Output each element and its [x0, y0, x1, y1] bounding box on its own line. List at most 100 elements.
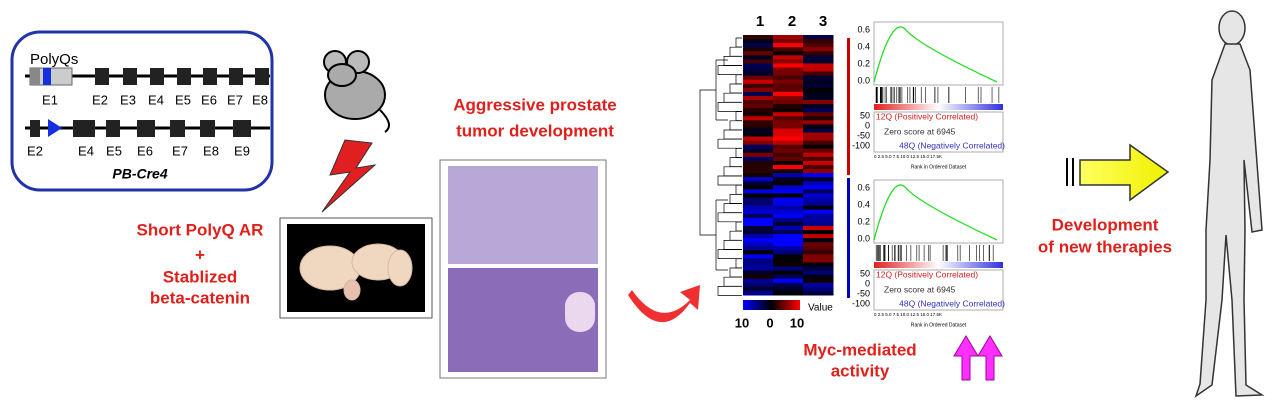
- heatmap-cell: [803, 213, 834, 219]
- heatmap-cell: [743, 144, 774, 150]
- heatmap-cell: [803, 83, 834, 89]
- x-tick-labels: 0 2.5 5.0 7.5 10.0 12.5 15.0 17.5K: [874, 312, 942, 317]
- heatmap-cell: [773, 282, 804, 288]
- heatmap-cell: [773, 63, 804, 68]
- legend-tick: 0: [766, 315, 773, 330]
- heatmap-cell: [773, 140, 804, 146]
- heatmap-cell: [743, 205, 774, 211]
- heatmap-cell: [773, 213, 804, 219]
- histology-lumen: [565, 292, 595, 332]
- heatmap-cell: [773, 254, 804, 259]
- exon-label: E3: [120, 92, 136, 107]
- heatmap-cell: [743, 108, 774, 113]
- heatmap-cell: [743, 193, 774, 198]
- neg-label: 48Q (Negatively Correlated): [899, 140, 1005, 150]
- heatmap-cell: [773, 290, 804, 296]
- dendro-branch: [735, 258, 742, 269]
- heatmap-cell: [773, 100, 804, 105]
- hit-marks: [875, 87, 1000, 103]
- exon-label: E6: [137, 143, 153, 158]
- heatmap-cell: [773, 217, 804, 223]
- heatmap-cell: [803, 189, 834, 194]
- dendro-branch: [717, 102, 742, 112]
- heatmap-cell: [773, 67, 804, 73]
- heatmap-cell: [743, 225, 774, 231]
- heatmap-cell: [743, 51, 774, 56]
- heatmap-cell: [773, 177, 804, 182]
- heatmap-cell: [773, 83, 804, 89]
- heatmap-cell: [773, 55, 804, 60]
- exon-label: E4: [148, 92, 164, 107]
- exon: [95, 68, 109, 85]
- plot-frame: [873, 269, 1004, 311]
- column-label: 1: [756, 13, 764, 30]
- dendro-branch: [729, 83, 742, 94]
- histology: [448, 166, 598, 264]
- heatmap-cell: [743, 63, 774, 68]
- heatmap-cell: [743, 152, 774, 158]
- pos-label: 12Q (Positively Correlated): [876, 269, 978, 279]
- exon-label: E2: [27, 143, 43, 158]
- heatmap-cell: [803, 225, 834, 231]
- heatmap-cell: [803, 234, 834, 239]
- heatmap-cell: [773, 274, 804, 280]
- heatmap-cell: [803, 156, 834, 162]
- dendro-branch: [729, 194, 742, 204]
- heatmap-cell: [803, 75, 834, 81]
- x-axis-label: Rank in Ordered Dataset: [911, 164, 967, 170]
- heatmap-cell: [803, 209, 834, 215]
- heatmap-cell: [743, 148, 774, 154]
- heatmap-cell: [773, 173, 804, 178]
- heatmap-cell: [803, 59, 834, 64]
- heatmap-cell: [773, 278, 804, 284]
- heatmap-cell: [803, 132, 834, 138]
- heatmap-cell: [743, 213, 774, 219]
- x-axis-label: Rank in Ordered Dataset: [911, 322, 967, 328]
- dendro-branch: [723, 56, 742, 66]
- heatmap-cell: [743, 47, 774, 52]
- heatmap-cell: [803, 63, 834, 68]
- heatmap-cell: [743, 120, 774, 125]
- y-tick-label: 0.4: [857, 199, 870, 209]
- heatmap-cell: [803, 100, 834, 105]
- dendro-branch: [723, 240, 742, 250]
- heatmap-cell: [773, 104, 804, 109]
- heatmap-cell: [773, 128, 804, 133]
- heatmap-cell: [803, 39, 834, 44]
- heatmap-cell: [803, 87, 834, 93]
- heatmap-cell: [743, 177, 774, 182]
- heatmap-cell: [773, 79, 804, 85]
- heatmap-cell: [743, 250, 774, 255]
- heatmap-cell: [743, 59, 774, 64]
- heatmap-cell: [803, 148, 834, 154]
- heatmap-cell: [803, 160, 834, 166]
- dendro-branch: [735, 37, 742, 48]
- plot-frame: [873, 111, 1004, 153]
- heatmap-cell: [773, 258, 804, 263]
- y-tick-label: 0.4: [857, 41, 870, 51]
- heatmap-cell: [773, 148, 804, 154]
- heatmap-cell: [803, 67, 834, 73]
- heatmap-cell: [803, 270, 834, 276]
- heatmap-cell: [773, 43, 804, 48]
- heatmap-cell: [803, 112, 834, 117]
- dendro-branch: [729, 46, 742, 57]
- heatmap-cell: [803, 95, 834, 101]
- model-label: beta-catenin: [150, 288, 250, 307]
- heatmap-cell: [803, 286, 834, 292]
- heatmap-cell: [773, 205, 804, 211]
- heatmap-cell: [803, 230, 834, 235]
- heatmap-cell: [773, 132, 804, 138]
- heatmap-cell: [803, 116, 834, 121]
- y-tick-label: 0.6: [857, 24, 870, 34]
- heatmap-cell: [743, 160, 774, 166]
- exon-label: E7: [227, 92, 243, 107]
- heatmap-cell: [803, 290, 834, 296]
- y-tick-label: -100: [852, 140, 870, 150]
- heatmap-cell: [803, 169, 834, 174]
- heatmap-cell: [803, 124, 834, 129]
- y-tick-label: 50: [860, 268, 870, 278]
- heatmap-cell: [743, 234, 774, 239]
- heatmap-cell: [743, 262, 774, 268]
- myc-label: Myc-mediated: [803, 340, 916, 359]
